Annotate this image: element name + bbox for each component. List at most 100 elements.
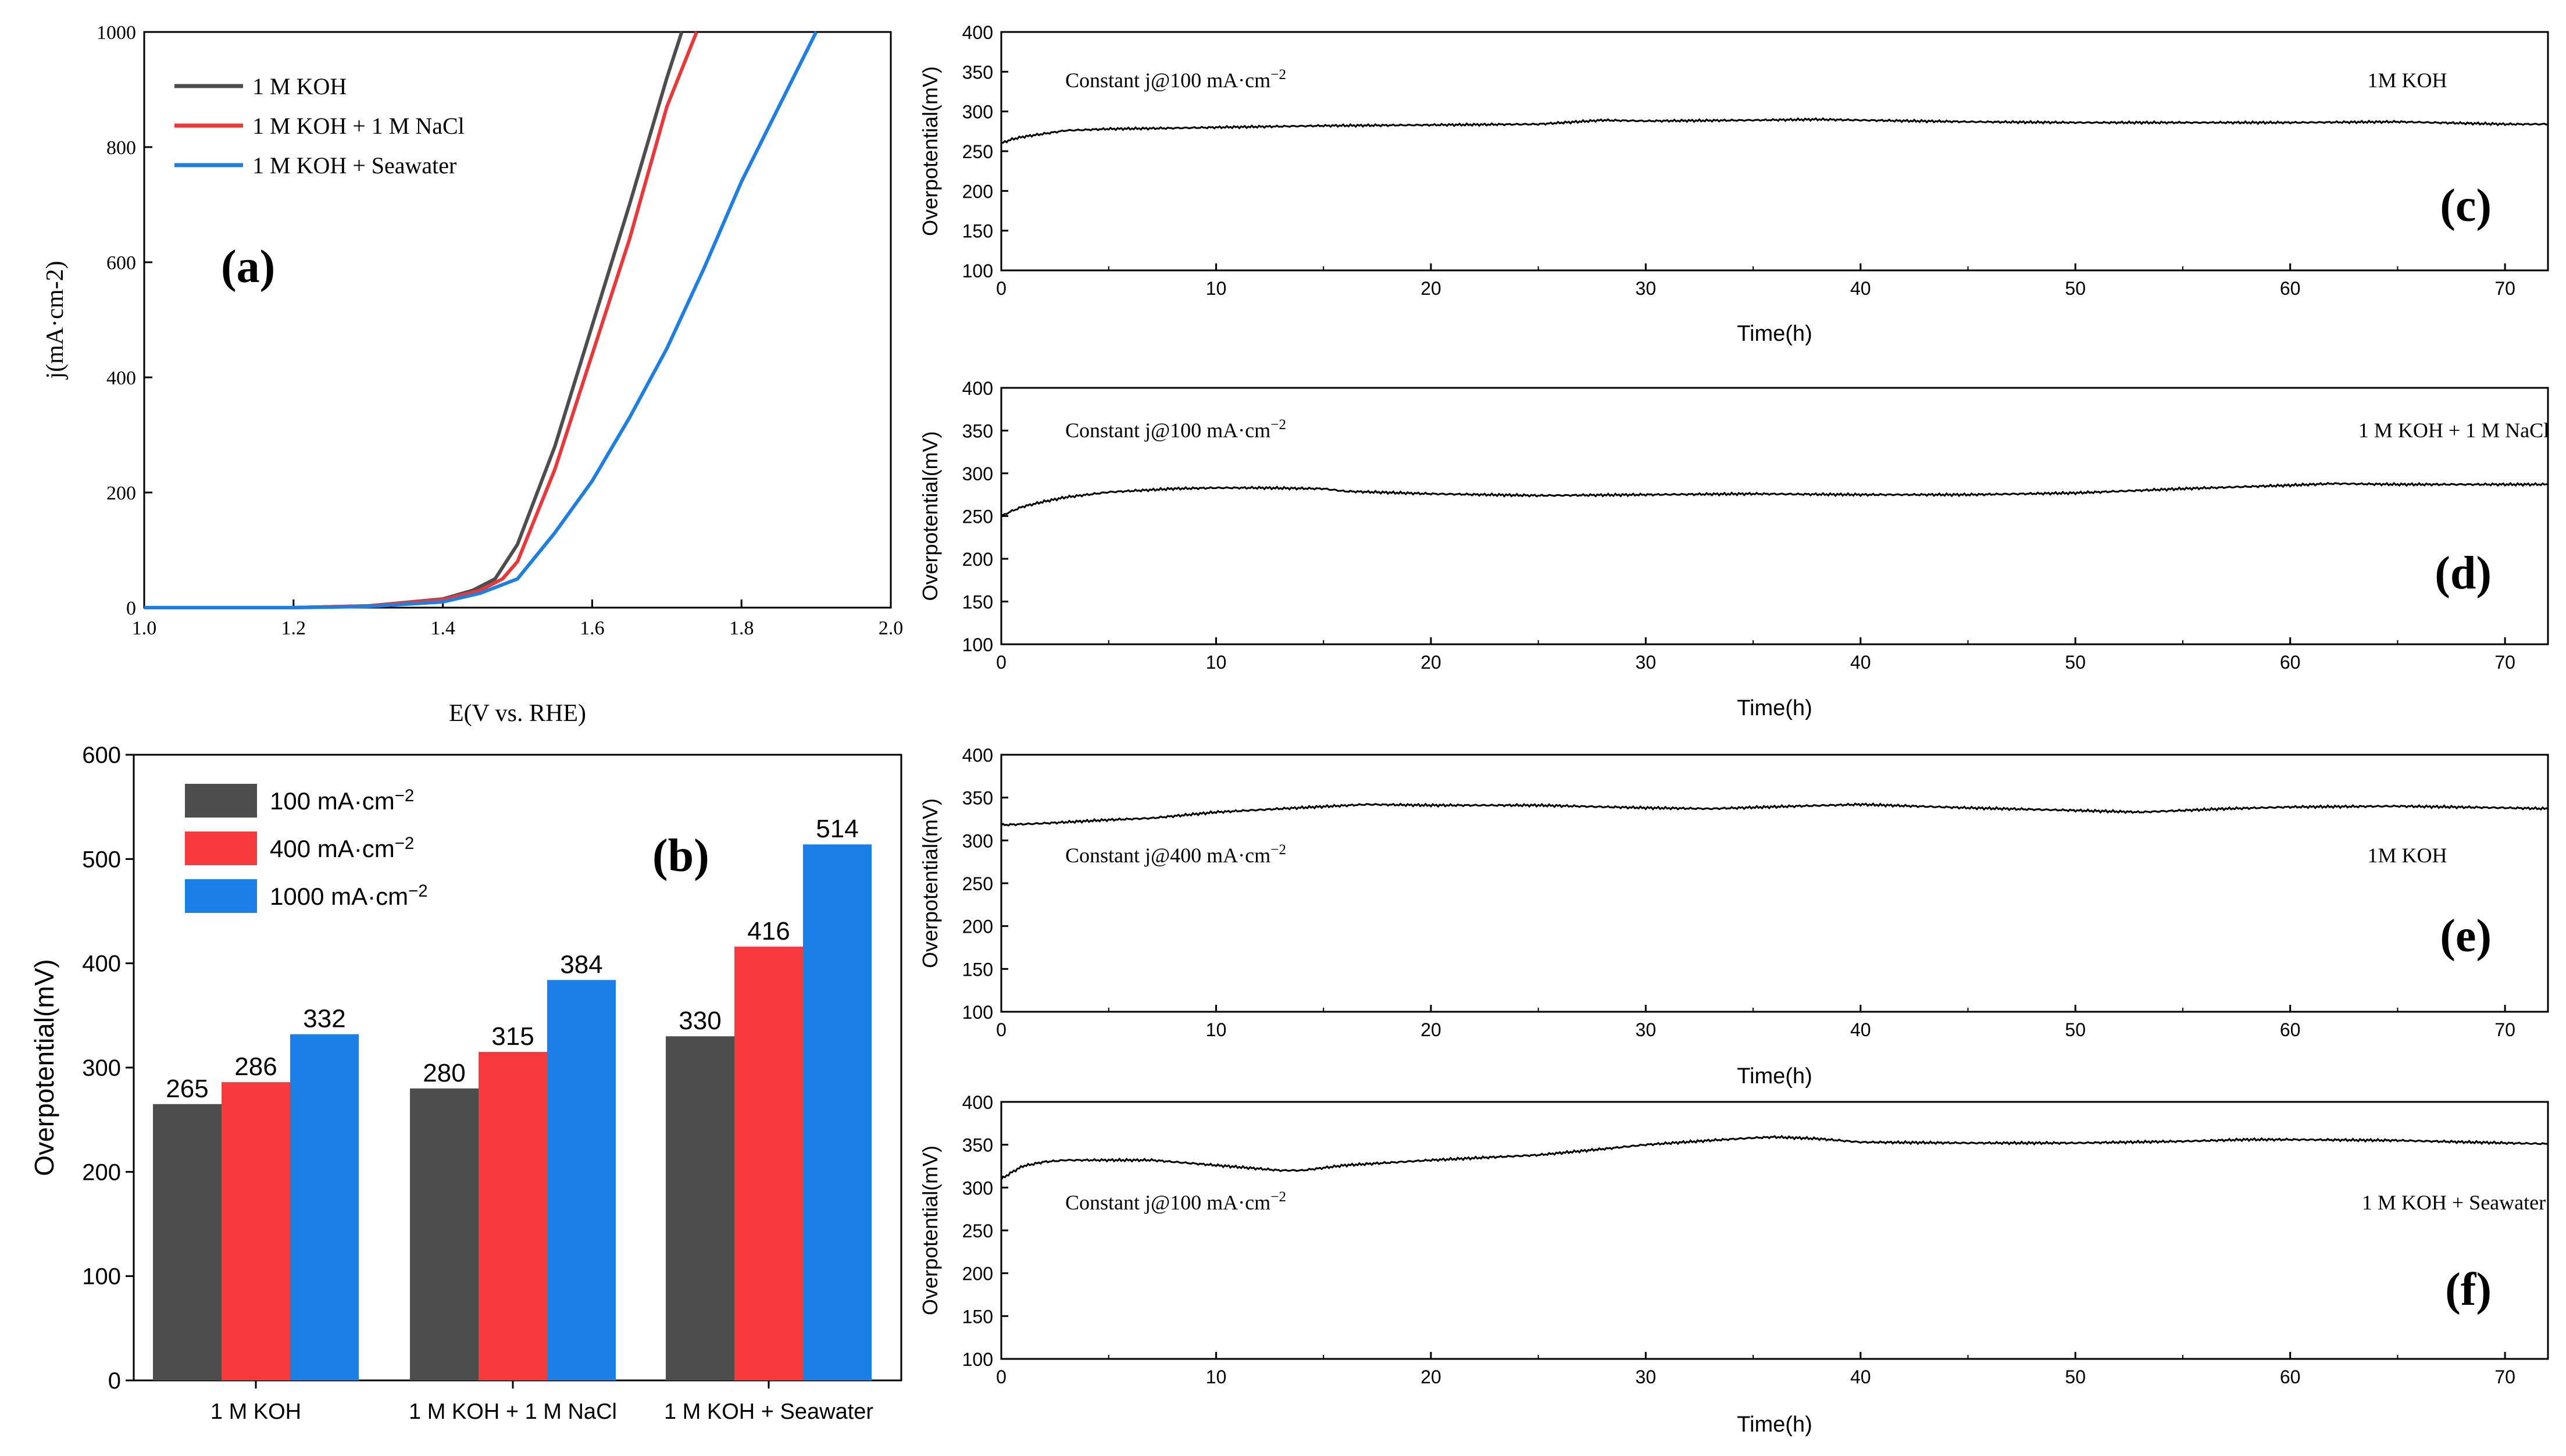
bar [666, 1036, 734, 1380]
y-tick-label: 400 [106, 367, 136, 389]
x-tick-label: 1.8 [729, 618, 754, 639]
y-tick-label: 250 [962, 1221, 993, 1241]
panel-c: 0 10 20 30 40 50 60 70 100 150 200 250 300 350 400 Time… [918, 22, 2549, 346]
x-tick-label: 60 [2280, 1366, 2301, 1387]
bar-value-label: 286 [234, 1052, 277, 1081]
x-tick-label: 60 [2280, 278, 2301, 299]
panel-letter: (d) [2435, 548, 2492, 599]
y-tick-label: 150 [962, 592, 993, 613]
y-tick-label: 100 [962, 1002, 993, 1023]
x-tick-label: 40 [1850, 652, 1871, 673]
series-line [1000, 1134, 2549, 1180]
y-tick-label: 200 [106, 483, 136, 504]
x-tick-label: 1.0 [132, 618, 157, 639]
y-tick-label: 400 [82, 951, 121, 977]
bar [153, 1104, 222, 1380]
bar-value-label: 416 [747, 917, 790, 945]
x-tick-label: 0 [996, 278, 1007, 299]
x-tick-label: 10 [1206, 1019, 1227, 1040]
y-axis-label: Overpotential(mV) [918, 66, 942, 236]
y-tick-label: 100 [962, 260, 993, 281]
y-tick-label: 200 [962, 549, 993, 570]
series-line [1001, 117, 2549, 144]
y-tick-label: 600 [106, 252, 136, 274]
x-tick-label: 30 [1636, 652, 1657, 673]
bar [410, 1088, 479, 1380]
legend-label: 1 M KOH + 1 M NaCl [252, 113, 465, 139]
bar-value-label: 315 [491, 1022, 534, 1051]
series-line [1000, 802, 2549, 827]
y-tick-label: 350 [962, 62, 993, 83]
y-tick-label: 300 [962, 1177, 993, 1198]
y-axis-label: Overpotential(mV) [918, 1145, 942, 1315]
x-tick-label: 0 [996, 652, 1007, 673]
panel-letter: (e) [2440, 911, 2492, 962]
x-tick-label: 50 [2065, 1019, 2086, 1040]
x-tick-label: 0 [996, 1019, 1007, 1040]
y-tick-label: 1000 [97, 22, 136, 44]
x-axis-label: Time(h) [1737, 1412, 1812, 1437]
y-tick-label: 150 [962, 221, 993, 242]
y-axis-label: Overpotential(mV) [918, 431, 942, 601]
y-tick-label: 400 [962, 22, 993, 43]
x-tick-label: 10 [1206, 1366, 1227, 1387]
plot-frame [1000, 754, 2549, 1013]
y-tick-label: 250 [962, 141, 993, 162]
y-tick-label: 400 [962, 1092, 993, 1113]
y-tick-label: 350 [962, 788, 993, 809]
y-tick-label: 100 [962, 634, 993, 655]
panel-letter: (f) [2445, 1264, 2492, 1315]
legend-swatch [185, 879, 257, 913]
x-tick-label: 30 [1636, 1366, 1657, 1387]
x-tick-label: 20 [1421, 278, 1441, 299]
y-tick-label: 250 [962, 873, 993, 894]
y-tick-label: 150 [962, 959, 993, 980]
bar-value-label: 330 [679, 1007, 721, 1035]
x-tick-label: 40 [1850, 1019, 1871, 1040]
condition-label: Constant j@100 mA·cm−2 [1065, 1189, 1286, 1214]
condition-label: Constant j@100 mA·cm−2 [1065, 417, 1286, 442]
y-tick-label: 350 [962, 1135, 993, 1156]
y-axis-label: Overpotential(mV) [29, 959, 59, 1176]
electrolyte-label: 1 M KOH + Seawater [2362, 1191, 2546, 1214]
panel-f: 0 10 20 30 40 50 60 70 100 150 200 250 300 350 400 Time… [918, 1092, 2549, 1437]
x-tick-label: 70 [2494, 1019, 2515, 1040]
y-tick-label: 300 [962, 102, 993, 123]
y-tick-label: 100 [962, 1349, 993, 1370]
x-tick-label: 70 [2494, 1366, 2515, 1387]
y-tick-label: 0 [108, 1368, 121, 1394]
y-tick-label: 200 [82, 1159, 121, 1185]
legend-label: 1 M KOH [252, 73, 347, 99]
bar [803, 844, 872, 1380]
condition-label: Constant j@400 mA·cm−2 [1065, 842, 1286, 867]
y-tick-label: 400 [962, 745, 993, 766]
y-tick-label: 300 [962, 830, 993, 851]
y-axis-label: Overpotential(mV) [918, 798, 942, 968]
x-axis-label: E(V vs. RHE) [449, 700, 586, 727]
y-tick-label: 100 [82, 1264, 121, 1290]
panel-letter: (a) [221, 241, 275, 292]
x-tick-label: 40 [1850, 278, 1871, 299]
panel-e: 0 10 20 30 40 50 60 70 100 150 200 250 300 350 400 Time… [918, 745, 2549, 1089]
x-tick-label: 40 [1850, 1366, 1871, 1387]
x-tick-label: 60 [2280, 1019, 2301, 1040]
panel-b: 0 100 200 300 400 500 600 Overpotential(mV) 1 M … [29, 743, 902, 1424]
bar [734, 946, 803, 1380]
y-tick-label: 200 [962, 181, 993, 202]
y-axis-label: j(mA·cm-2) [42, 261, 69, 380]
y-tick-label: 0 [126, 598, 136, 619]
panel-a: 1.0 1.2 1.4 1.6 1.8 2.0 0 200 400 600 800 1000 E(V v… [42, 22, 903, 727]
y-tick-label: 150 [962, 1306, 993, 1327]
bar-value-label: 280 [423, 1059, 465, 1087]
legend-label: 1000 mA·cm−2 [270, 882, 428, 910]
x-tick-label: 70 [2494, 652, 2515, 673]
x-tick-label: 10 [1206, 652, 1227, 673]
x-tick-label: 50 [2065, 652, 2086, 673]
y-tick-label: 200 [962, 1264, 993, 1284]
x-axis-label: Time(h) [1737, 696, 1812, 720]
y-tick-label: 300 [962, 463, 993, 484]
legend-swatch [185, 784, 257, 818]
x-tick-label: 30 [1636, 278, 1657, 299]
electrolyte-label: 1M KOH [2367, 69, 2447, 92]
